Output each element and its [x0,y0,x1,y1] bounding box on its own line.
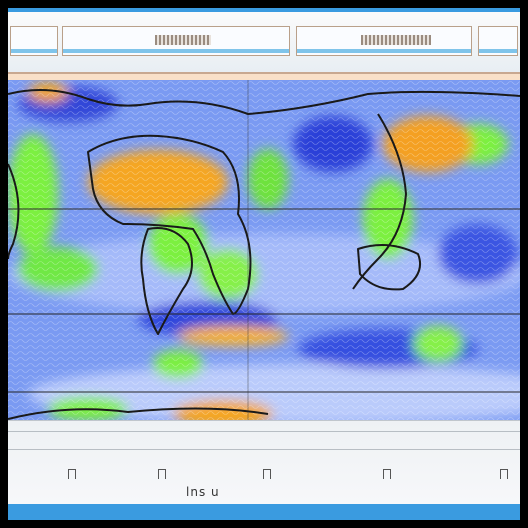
bottom-axis-panel: lns u [8,420,520,505]
graticule [8,74,520,420]
axis-tick [383,469,391,479]
axis-tick [263,469,271,479]
axis-tick [68,469,76,479]
toolbar-panel-end[interactable] [478,26,518,56]
weather-map-canvas[interactable] [8,74,520,420]
title-bar [8,8,520,12]
app-window: lns u [8,8,520,520]
axis-tick [158,469,166,479]
toolbar-panel-main[interactable] [62,26,290,56]
toolbar-panel-left[interactable] [10,26,58,56]
legend-label: lns u [186,485,220,499]
status-bar [8,504,520,520]
axis-tick [500,469,508,479]
toolbar [8,12,520,74]
swirl-texture [8,74,520,420]
toolbar-panel-right[interactable] [296,26,472,56]
coastlines [8,89,520,420]
map-top-edge [8,74,520,80]
weather-map[interactable] [8,74,520,420]
